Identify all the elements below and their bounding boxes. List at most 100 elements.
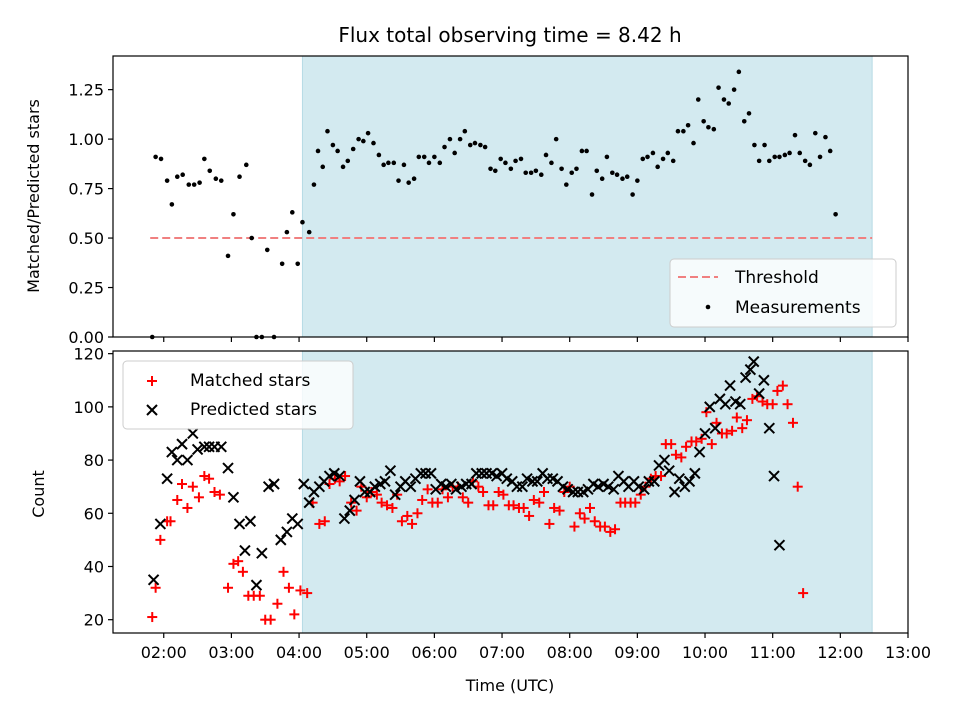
- matched-star-point: [721, 428, 732, 439]
- measurement-point: [361, 138, 366, 144]
- x-stroke: [768, 470, 780, 482]
- predicted-star-point: [748, 355, 760, 368]
- predicted-star-point: [768, 470, 780, 482]
- matched-star-point: [283, 582, 294, 593]
- matched-star-point: [237, 566, 248, 577]
- legend-threshold-label: Threshold: [734, 268, 819, 288]
- matched-star-point: [534, 497, 545, 508]
- x-stroke: [618, 475, 630, 488]
- predicted-star-point: [171, 454, 183, 466]
- x-tick-label: 12:00: [817, 643, 863, 662]
- x-stroke: [521, 472, 533, 485]
- measurement-point: [306, 229, 312, 235]
- matched-star-point: [382, 500, 393, 511]
- matched-star-point: [656, 471, 667, 482]
- measurement-point: [488, 166, 493, 172]
- matched-star-point: [569, 521, 580, 532]
- x-stroke: [298, 478, 310, 490]
- measurement-point: [153, 154, 158, 160]
- x-stroke: [292, 518, 304, 530]
- predicted-star-point: [161, 472, 173, 485]
- measurement-point: [345, 158, 351, 164]
- measurement-point: [315, 148, 321, 154]
- x-stroke: [758, 374, 770, 386]
- predicted-star-point: [773, 539, 786, 551]
- measurement-point: [559, 166, 564, 172]
- matched-star-point: [666, 439, 677, 450]
- measurement-point: [231, 212, 236, 217]
- measurement-point: [174, 174, 180, 180]
- matched-star-point: [579, 513, 590, 524]
- predicted-star-point: [476, 467, 488, 480]
- top-ytick-label: 0.00: [68, 328, 104, 347]
- measurement-point: [311, 182, 317, 187]
- measurement-point: [300, 219, 305, 225]
- measurement-point: [721, 97, 727, 102]
- predicted-star-point: [389, 488, 401, 501]
- measurement-point: [681, 128, 686, 134]
- x-stroke: [465, 478, 478, 490]
- predicted-star-point: [526, 475, 539, 488]
- predicted-star-point: [281, 526, 293, 538]
- x-stroke: [187, 427, 199, 440]
- x-stroke: [354, 475, 366, 488]
- predicted-star-point: [298, 478, 310, 490]
- matched-star-point: [589, 516, 600, 527]
- measurement-point: [797, 150, 803, 156]
- measurement-point: [543, 152, 549, 158]
- matched-star-point: [233, 556, 244, 567]
- measurement-point: [279, 261, 285, 267]
- measurement-point: [691, 140, 696, 146]
- matched-star-point: [412, 508, 423, 519]
- matched-star-point: [549, 502, 560, 513]
- measurement-point: [432, 154, 437, 160]
- predicted-star-point: [215, 441, 227, 453]
- matched-star-point: [798, 588, 809, 599]
- measurement-point: [827, 148, 833, 154]
- bottom-ytick-label: 120: [73, 345, 104, 364]
- measurement-point: [736, 69, 742, 75]
- measurement-point: [569, 170, 575, 176]
- measurement-point: [381, 162, 386, 168]
- x-stroke: [338, 512, 351, 525]
- matched-star-point: [150, 582, 161, 593]
- measurement-point: [191, 182, 197, 187]
- predicted-star-point: [673, 472, 686, 485]
- x-stroke: [693, 446, 706, 458]
- x-stroke: [561, 483, 574, 496]
- measurement-point: [325, 128, 330, 134]
- x-stroke: [748, 355, 760, 368]
- x-stroke: [147, 574, 160, 586]
- x-stroke: [244, 515, 257, 527]
- measurement-point: [650, 150, 656, 156]
- matched-star-point: [340, 471, 351, 482]
- x-stroke: [536, 467, 549, 480]
- matched-star-point: [544, 518, 555, 529]
- measurement-point: [645, 154, 650, 160]
- matched-star-point: [767, 399, 778, 410]
- matched-star-point: [599, 521, 610, 532]
- measurement-point: [599, 176, 605, 181]
- measurement-point: [620, 176, 625, 181]
- measurement-point: [655, 164, 660, 170]
- predicted-star-point: [239, 544, 251, 557]
- x-stroke: [328, 467, 340, 480]
- x-stroke: [275, 534, 287, 546]
- measurement-point: [685, 122, 691, 128]
- measurement-point: [553, 136, 559, 142]
- matched-star-point: [387, 502, 398, 513]
- legend-matched-swatch: [147, 376, 157, 386]
- matched-star-point: [524, 510, 535, 521]
- measurement-point: [411, 176, 417, 181]
- matched-star-point: [488, 500, 499, 511]
- matched-star-point: [272, 598, 283, 609]
- measurement-point: [813, 130, 818, 136]
- measurement-point: [731, 87, 737, 92]
- x-tick-label: 08:00: [547, 643, 593, 662]
- matched-star-point: [457, 492, 468, 503]
- matched-star-point: [187, 481, 198, 492]
- top-legend-box: [669, 258, 897, 328]
- predicted-star-point: [415, 467, 427, 480]
- x-tick-label: 10:00: [682, 643, 728, 662]
- measurement-point: [225, 253, 231, 259]
